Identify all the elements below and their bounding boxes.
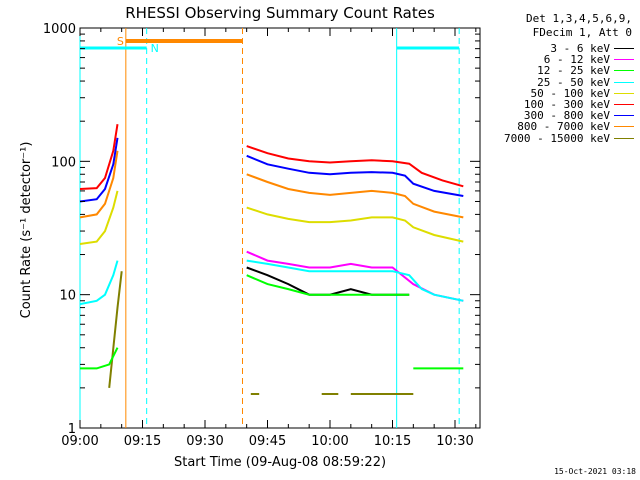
series-line-25-50-kev [246, 259, 464, 302]
legend-entry: 12 - 25 keV [537, 64, 634, 77]
legend-entry: 800 - 7000 keV [517, 120, 634, 133]
x-tick-label: 10:30 [436, 434, 473, 449]
legend-header-line: Det 1,3,4,5,6,9, [526, 12, 632, 25]
legend-entry: 3 - 6 keV [550, 42, 634, 55]
x-tick-label: 09:00 [61, 434, 98, 449]
y-tick-label: 100 [51, 155, 76, 170]
series-line-50-100-kev [246, 206, 464, 243]
legend-swatch [614, 48, 634, 49]
legend-label: 3 - 6 keV [550, 42, 610, 55]
series-line-7000-15000-kev [108, 271, 123, 389]
series-line-100-300-kev [246, 145, 464, 188]
legend-label: 7000 - 15000 keV [504, 131, 610, 145]
series-line-300-800-kev [79, 137, 119, 203]
legend-entry: 7000 - 15000 keV [504, 132, 634, 145]
legend-label: 12 - 25 keV [537, 64, 610, 78]
legend-entry: 50 - 100 keV [531, 87, 634, 100]
legend-label: 25 - 50 keV [537, 75, 610, 89]
legend-entry: 100 - 300 keV [524, 98, 634, 111]
chart-title: RHESSI Observing Summary Count Rates [125, 4, 435, 22]
legend-swatch [614, 126, 634, 128]
y-tick-label: 10 [59, 289, 76, 304]
series-line-800-7000-kev [79, 150, 119, 219]
y-tick-label: 1 [68, 422, 76, 437]
x-tick-label: 10:15 [374, 434, 411, 449]
legend-swatch [614, 70, 634, 72]
legend-header-line: FDecim 1, Att 0 [532, 26, 632, 39]
y-tick-label: 1000 [43, 22, 76, 37]
saa-label: S [117, 35, 124, 48]
legend-label: 100 - 300 keV [523, 98, 610, 111]
x-axis-label: Start Time (09-Aug-08 08:59:22) [174, 455, 386, 470]
series-line-12-25-kev [80, 347, 119, 370]
legend-label: 6 - 12 keV [543, 53, 610, 67]
series-line-25-50-kev [79, 260, 119, 306]
legend-swatch [614, 104, 634, 105]
legend-entry: 300 - 800 keV [524, 109, 634, 122]
y-axis-label: Count Rate (s⁻¹ detector⁻¹) [19, 142, 34, 319]
timestamp: 15-Oct-2021 03:18 [554, 467, 636, 476]
legend-header: Det 1,3,4,5,6,9, FDecim 1, Att 0 [526, 12, 632, 40]
series-line-50-100-kev [79, 190, 119, 245]
series-line-300-800-kev [246, 154, 464, 197]
legend-swatch [614, 115, 634, 117]
x-tick-label: 09:15 [124, 434, 161, 449]
series-line-100-300-kev [79, 124, 119, 190]
x-tick-label: 09:30 [186, 434, 223, 449]
night-label: N [151, 42, 159, 55]
legend-swatch [614, 137, 634, 139]
legend-swatch [614, 92, 634, 94]
legend-label: 300 - 800 keV [523, 109, 610, 123]
legend-swatch [614, 81, 634, 83]
x-tick-label: 10:00 [311, 434, 348, 449]
legend-label: 50 - 100 keV [530, 86, 610, 100]
x-tick-label: 09:45 [249, 434, 286, 449]
legend-swatch [614, 59, 634, 61]
legend-entry: 25 - 50 keV [537, 76, 634, 89]
legend-label: 800 - 7000 keV [517, 120, 610, 134]
series-line-12-25-kev [246, 274, 410, 296]
legend-entry: 6 - 12 keV [544, 53, 634, 66]
series-line-800-7000-kev [246, 173, 464, 219]
